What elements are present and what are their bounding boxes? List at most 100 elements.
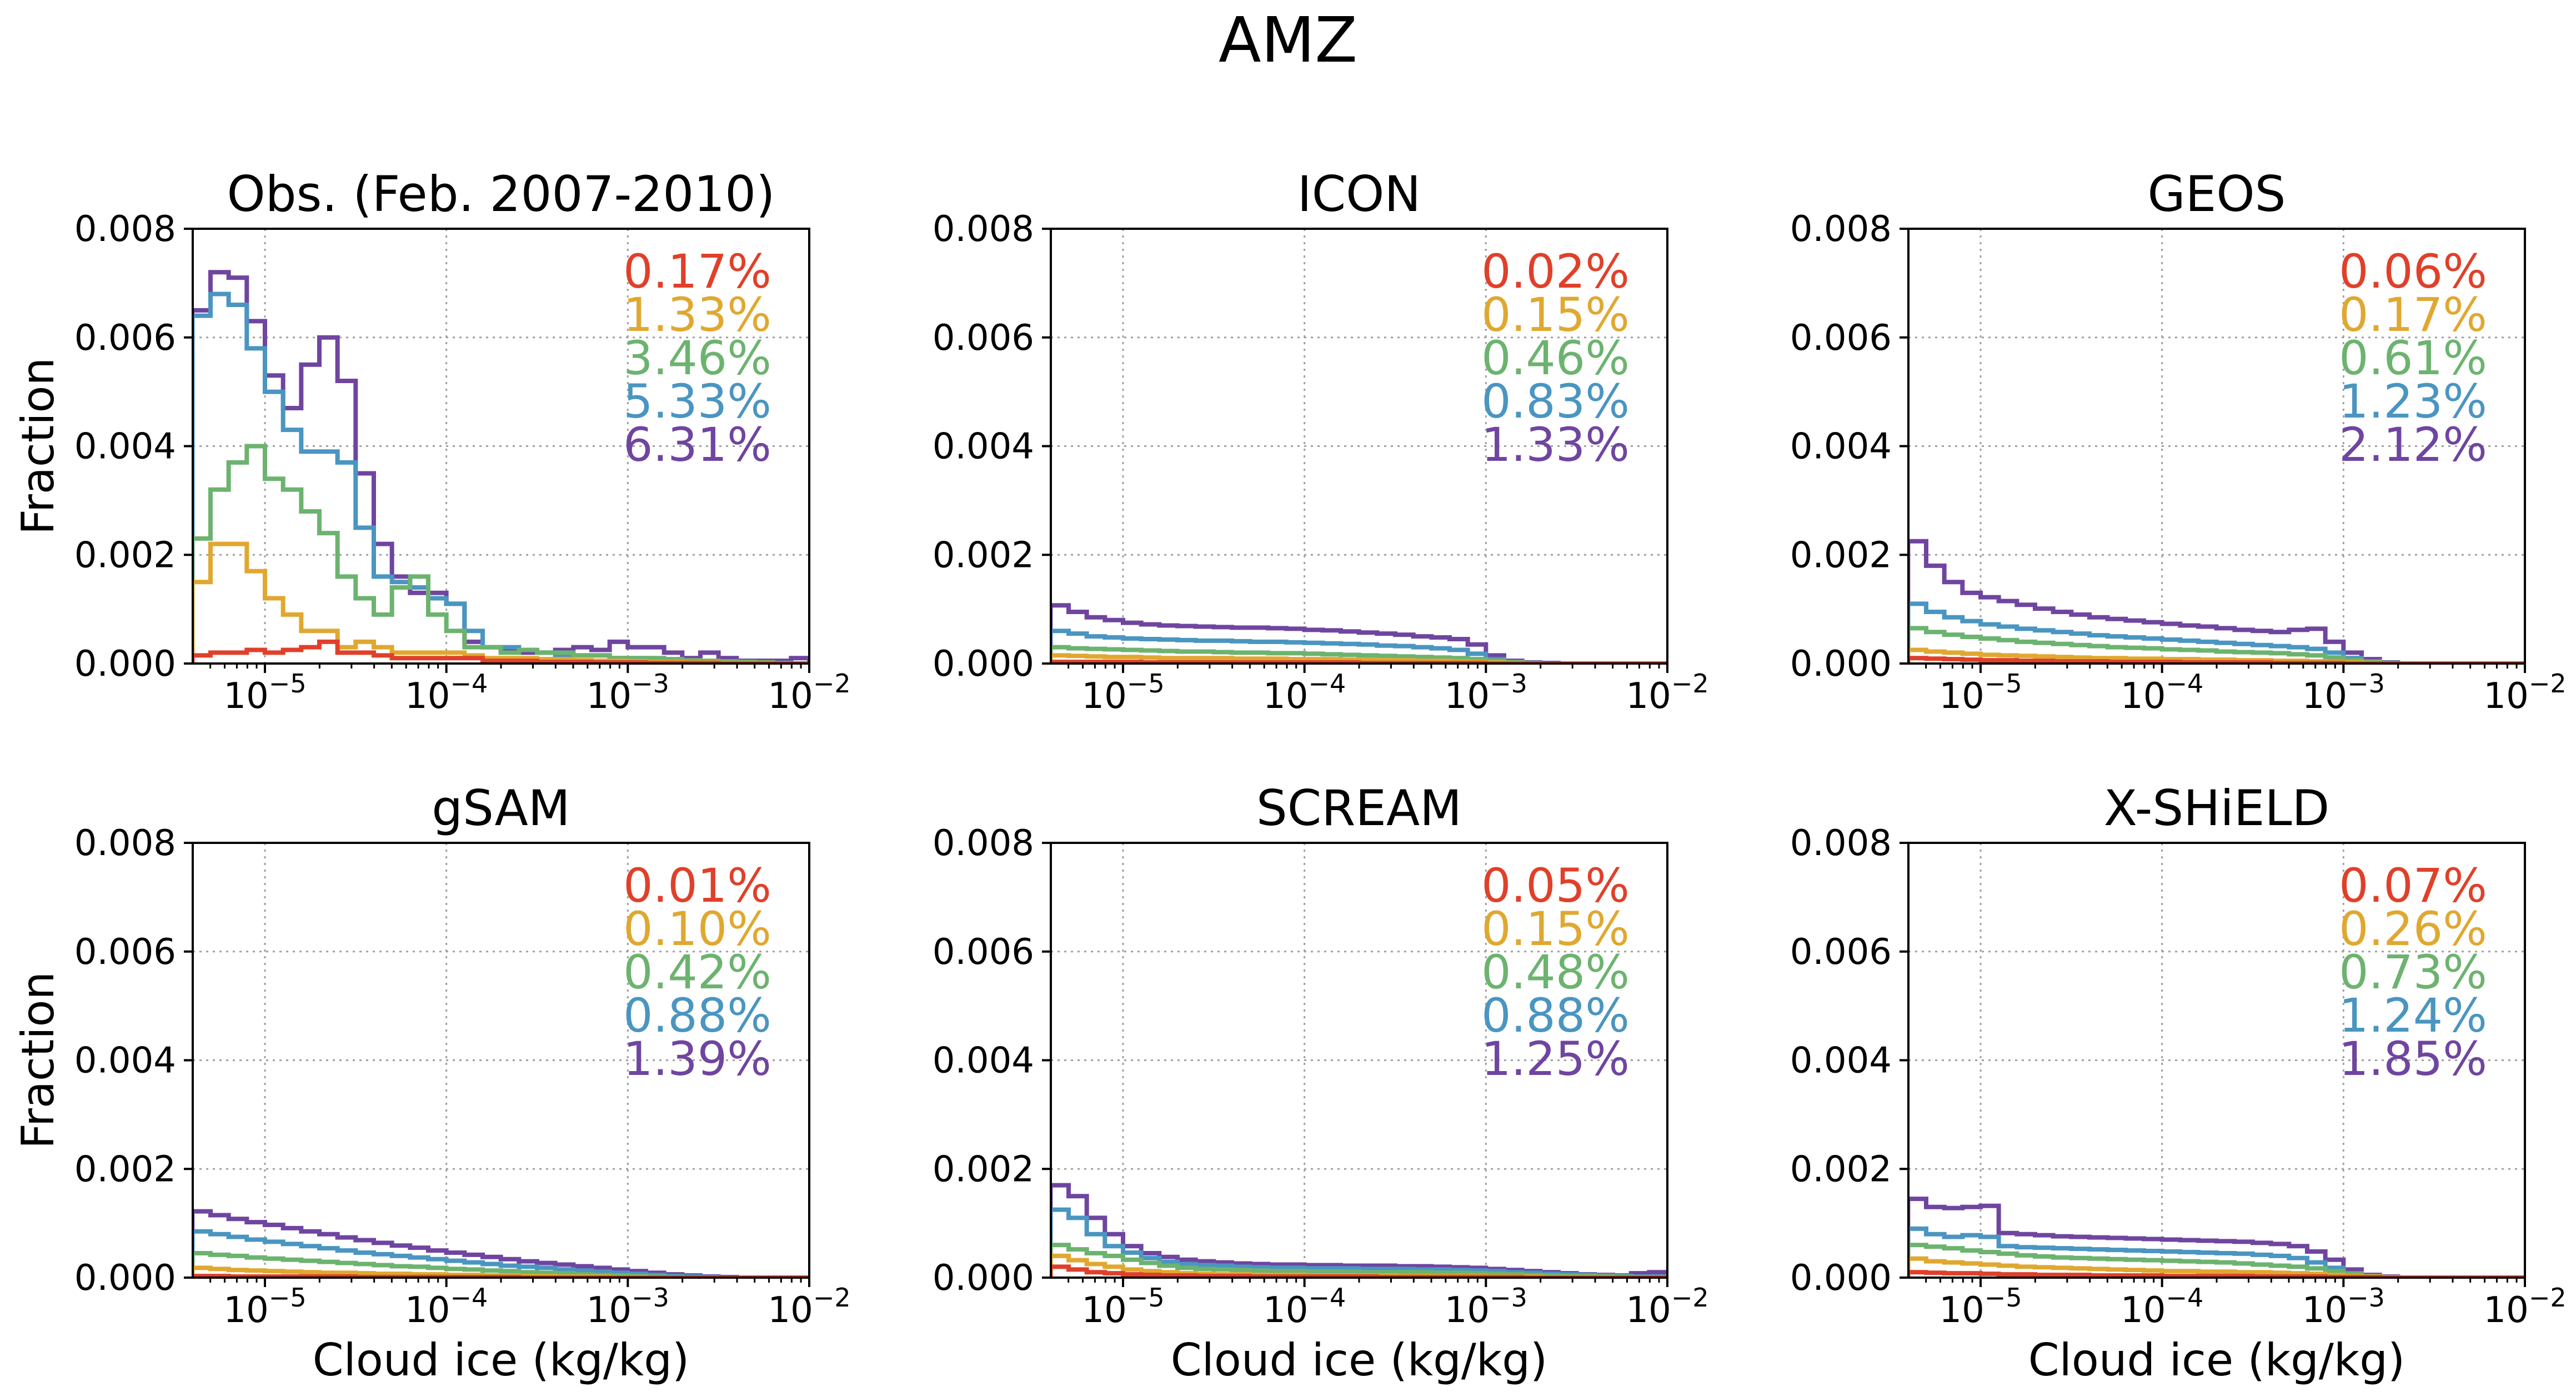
- y-tick-label: 0.000: [933, 644, 1034, 685]
- percentage-label-4: 0.88%: [1481, 988, 1630, 1043]
- y-tick-label: 0.004: [1790, 1041, 1892, 1082]
- percentage-label-4: 0.83%: [1481, 374, 1630, 429]
- y-tick-label: 0.006: [74, 318, 176, 359]
- y-tick-label: 0.004: [74, 1041, 176, 1082]
- y-tick-label: 0.000: [1790, 644, 1892, 685]
- x-tick-label: 10−4: [2121, 669, 2203, 717]
- percentage-label-1: 0.02%: [1481, 244, 1630, 299]
- subplot-title: X-SHiELD: [2104, 780, 2330, 837]
- y-tick-label: 0.002: [74, 1149, 176, 1190]
- x-tick-label: 10−4: [1263, 1283, 1346, 1331]
- x-tick-label: 10−3: [1445, 669, 1527, 717]
- subplot-title: GEOS: [2148, 165, 2286, 223]
- y-tick-label: 0.000: [933, 1258, 1034, 1299]
- y-tick-label: 0.002: [1790, 535, 1892, 576]
- percentage-label-5: 1.33%: [1481, 418, 1630, 472]
- y-tick-label: 0.002: [1790, 1149, 1892, 1190]
- y-tick-label: 0.008: [74, 209, 176, 250]
- percentage-label-5: 1.39%: [623, 1032, 771, 1086]
- y-tick-label: 0.006: [74, 932, 176, 973]
- subplot-1: 0.000 0.002 0.004 0.006 0.008 10−5 10−4 10−3 10−…: [12, 165, 851, 717]
- subplot-6: 0.000 0.002 0.004 0.006 0.008 10−5 10−4 10−3 10−…: [1790, 780, 2567, 1386]
- x-tick-label: 10−2: [768, 1283, 850, 1331]
- x-tick-label: 10−5: [1939, 669, 2022, 717]
- x-tick-label: 10−2: [2483, 1283, 2566, 1331]
- y-tick-label: 0.004: [74, 426, 176, 468]
- y-tick-label: 0.002: [74, 535, 176, 576]
- x-tick-label: 10−3: [2302, 1283, 2385, 1331]
- percentage-label-2: 1.33%: [623, 288, 771, 342]
- y-tick-label: 0.000: [74, 1258, 176, 1299]
- percentage-label-1: 0.05%: [1481, 858, 1630, 913]
- percentage-label-2: 0.17%: [2339, 288, 2487, 342]
- subplot-4: 0.000 0.002 0.004 0.006 0.008 10−5 10−4 10−3 10−…: [12, 780, 851, 1386]
- percentage-label-3: 0.46%: [1481, 331, 1630, 385]
- x-tick-label: 10−3: [2302, 669, 2385, 717]
- percentage-label-4: 5.33%: [623, 374, 771, 429]
- x-tick-label: 10−2: [768, 669, 850, 717]
- y-tick-label: 0.004: [1790, 426, 1892, 468]
- x-tick-label: 10−2: [1626, 669, 1708, 717]
- y-tick-label: 0.008: [74, 823, 176, 864]
- x-axis-label: Cloud ice (kg/kg): [2028, 1334, 2405, 1386]
- percentage-label-5: 2.12%: [2339, 418, 2487, 472]
- x-tick-label: 10−3: [587, 669, 669, 717]
- x-tick-label: 10−5: [223, 1283, 306, 1331]
- x-tick-label: 10−4: [405, 669, 488, 717]
- histogram-series-1: [1908, 656, 2525, 664]
- percentage-label-1: 0.17%: [623, 244, 771, 299]
- y-tick-label: 0.006: [933, 932, 1034, 973]
- percentage-label-3: 0.61%: [2339, 331, 2487, 385]
- x-tick-label: 10−4: [405, 1283, 488, 1331]
- histogram-series-1: [1908, 1270, 2525, 1278]
- subplot-title: ICON: [1297, 165, 1421, 223]
- percentage-label-2: 0.26%: [2339, 902, 2487, 956]
- subplot-3: 0.000 0.002 0.004 0.006 0.008 10−5 10−4 10−3 10−…: [1790, 165, 2567, 717]
- y-tick-label: 0.008: [933, 209, 1034, 250]
- percentage-label-5: 1.85%: [2339, 1032, 2487, 1086]
- y-tick-label: 0.006: [1790, 318, 1892, 359]
- histogram-series-2: [193, 1265, 809, 1278]
- percentage-label-1: 0.06%: [2339, 244, 2487, 299]
- percentage-label-1: 0.07%: [2339, 858, 2487, 913]
- x-tick-label: 10−5: [1081, 669, 1164, 717]
- percentage-label-2: 0.15%: [1481, 288, 1630, 342]
- subplot-title: Obs. (Feb. 2007-2010): [227, 165, 775, 223]
- percentage-label-3: 0.42%: [623, 945, 771, 999]
- x-tick-label: 10−5: [1081, 1283, 1164, 1331]
- percentage-label-5: 6.31%: [623, 418, 771, 472]
- percentage-label-3: 0.73%: [2339, 945, 2487, 999]
- subplot-title: SCREAM: [1256, 780, 1462, 837]
- y-tick-label: 0.006: [933, 318, 1034, 359]
- x-tick-label: 10−5: [223, 669, 306, 717]
- x-tick-label: 10−3: [1445, 1283, 1527, 1331]
- histogram-series-5: [1908, 539, 2525, 664]
- x-axis-label: Cloud ice (kg/kg): [313, 1334, 689, 1386]
- y-tick-label: 0.004: [933, 426, 1034, 468]
- y-tick-label: 0.000: [1790, 1258, 1892, 1299]
- y-tick-label: 0.008: [933, 823, 1034, 864]
- percentage-label-2: 0.10%: [623, 902, 771, 956]
- percentage-label-1: 0.01%: [623, 858, 771, 913]
- y-tick-label: 0.002: [933, 535, 1034, 576]
- figure-title: AMZ: [1219, 4, 1357, 77]
- subplot-2: 0.000 0.002 0.004 0.006 0.008 10−5 10−4 10−3 10−…: [933, 165, 1709, 717]
- x-tick-label: 10−3: [587, 1283, 669, 1331]
- x-tick-label: 10−2: [1626, 1283, 1708, 1331]
- x-tick-label: 10−4: [2121, 1283, 2203, 1331]
- y-axis-label: Fraction: [12, 358, 64, 535]
- x-tick-label: 10−2: [2483, 669, 2566, 717]
- y-tick-label: 0.006: [1790, 932, 1892, 973]
- percentage-label-2: 0.15%: [1481, 902, 1630, 956]
- x-tick-label: 10−5: [1939, 1283, 2022, 1331]
- y-tick-label: 0.008: [1790, 823, 1892, 864]
- percentage-label-5: 1.25%: [1481, 1032, 1630, 1086]
- subplot-title: gSAM: [432, 780, 570, 837]
- percentage-label-4: 1.24%: [2339, 988, 2487, 1043]
- percentage-label-3: 3.46%: [623, 331, 771, 385]
- subplot-5: 0.000 0.002 0.004 0.006 0.008 10−5 10−4 10−3 10−…: [933, 780, 1709, 1386]
- percentage-label-4: 0.88%: [623, 988, 771, 1043]
- percentage-label-3: 0.48%: [1481, 945, 1630, 999]
- y-axis-label: Fraction: [12, 972, 64, 1149]
